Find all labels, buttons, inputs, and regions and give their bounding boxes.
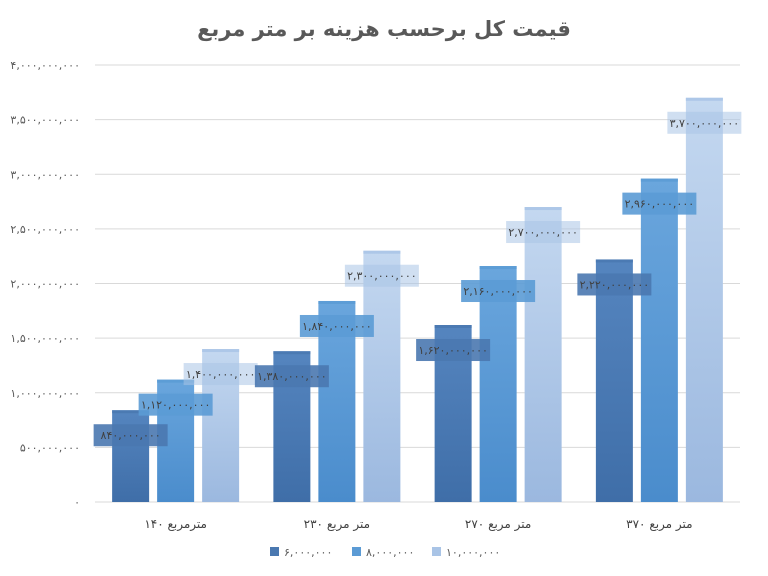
bar (595, 259, 633, 502)
y-tick-label: ۳,۰۰۰,۰۰۰,۰۰۰ (10, 168, 80, 181)
y-tick-label: ۵۰۰,۰۰۰,۰۰۰ (20, 441, 80, 454)
bar-top (318, 300, 356, 304)
bar-top (363, 250, 401, 254)
bar-top (479, 266, 517, 270)
x-axis-categories: ۱۴۰ مترمربع ۲۳۰ متر مربع ۲۷۰ متر مربع ۳۷۰ م… (144, 517, 692, 532)
chart-title: قیمت کل برحسب هزینه بر متر مربع (197, 17, 571, 41)
data-label-box (416, 339, 491, 362)
bar (685, 97, 723, 503)
y-tick-label: ۰ (74, 496, 80, 509)
bar (112, 410, 150, 502)
legend-label: ۸,۰۰۰,۰۰۰ (366, 546, 414, 559)
bar-top (157, 379, 195, 383)
data-label-box (344, 264, 419, 287)
data-label: ۲,۷۰۰,۰۰۰,۰۰۰ (508, 226, 578, 239)
bar (640, 178, 678, 502)
data-label-box (254, 365, 329, 388)
data-label-box (299, 314, 374, 337)
data-label: ۱,۶۲۰,۰۰۰,۰۰۰ (418, 344, 488, 357)
bar-top (640, 178, 678, 182)
data-label-box (667, 111, 742, 134)
data-label: ۳,۷۰۰,۰۰۰,۰۰۰ (670, 117, 740, 130)
bar-top (202, 349, 240, 353)
bar (479, 266, 517, 502)
data-label: ۲,۲۲۰,۰۰۰,۰۰۰ (580, 278, 650, 291)
legend-swatch (352, 547, 361, 556)
data-label: ۲,۹۶۰,۰۰۰,۰۰۰ (625, 198, 695, 211)
bar-top (434, 325, 472, 329)
data-label-box (93, 424, 168, 447)
bar-top (595, 259, 633, 263)
x-category-label: ۲۳۰ متر مربع (304, 517, 370, 532)
y-tick-label: ۲,۰۰۰,۰۰۰,۰۰۰ (10, 278, 80, 291)
data-label: ۲,۱۶۰,۰۰۰,۰۰۰ (463, 285, 533, 298)
data-label-box (461, 280, 536, 303)
legend-label: ۱۰,۰۰۰,۰۰۰ (446, 546, 500, 559)
data-label: ۸۴۰,۰۰۰,۰۰۰ (101, 429, 161, 442)
x-category-label: ۳۷۰ متر مربع (626, 517, 692, 532)
bar (363, 250, 401, 502)
x-category-label: ۲۷۰ متر مربع (465, 517, 531, 532)
bar-top (685, 97, 723, 101)
x-category-label: ۱۴۰ مترمربع (144, 517, 207, 532)
data-label-box (577, 273, 652, 296)
bar-top (112, 410, 150, 414)
bar-top (273, 351, 311, 355)
y-tick-label: ۳,۵۰۰,۰۰۰,۰۰۰ (10, 114, 80, 127)
data-label: ۱,۳۸۰,۰۰۰,۰۰۰ (257, 370, 327, 383)
y-tick-label: ۲,۵۰۰,۰۰۰,۰۰۰ (10, 223, 80, 236)
data-label-box (622, 192, 697, 215)
data-label-box (506, 221, 581, 244)
y-axis-ticks: ۰ ۵۰۰,۰۰۰,۰۰۰ ۱,۰۰۰,۰۰۰,۰۰۰ ۱,۵۰۰,۰۰۰,۰۰۰ ۲,… (10, 59, 80, 509)
legend-swatch (270, 547, 279, 556)
legend: ۶,۰۰۰,۰۰۰ ۸,۰۰۰,۰۰۰ ۱۰,۰۰۰,۰۰۰ (270, 546, 500, 559)
data-label: ۲,۳۰۰,۰۰۰,۰۰۰ (347, 270, 417, 283)
data-label: ۱,۱۲۰,۰۰۰,۰۰۰ (141, 399, 211, 412)
data-labels: ۸۴۰,۰۰۰,۰۰۰ ۱,۱۲۰,۰۰۰,۰۰۰ ۱,۴۰۰,۰۰۰,۰۰۰ ۱,۳… (93, 111, 742, 447)
legend-label: ۶,۰۰۰,۰۰۰ (284, 546, 332, 559)
bar (524, 207, 562, 502)
legend-swatch (432, 547, 441, 556)
y-tick-label: ۱,۵۰۰,۰۰۰,۰۰۰ (10, 332, 80, 345)
data-label-box (183, 363, 258, 386)
y-tick-label: ۴,۰۰۰,۰۰۰,۰۰۰ (10, 59, 80, 72)
y-tick-label: ۱,۰۰۰,۰۰۰,۰۰۰ (10, 387, 80, 400)
data-label: ۱,۴۰۰,۰۰۰,۰۰۰ (186, 368, 256, 381)
bar-top (524, 207, 562, 211)
data-label-box (138, 393, 213, 416)
bars (112, 97, 723, 503)
data-label: ۱,۸۴۰,۰۰۰,۰۰۰ (302, 320, 372, 333)
